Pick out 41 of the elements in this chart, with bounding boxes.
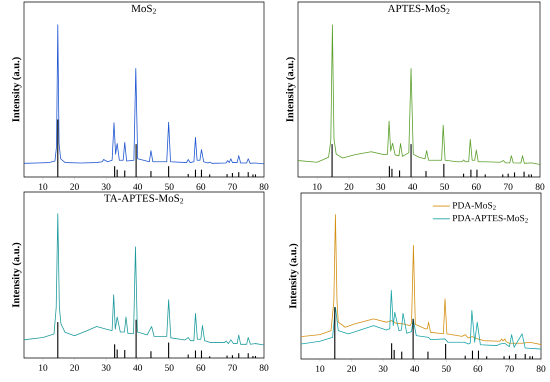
x-tick-label: 30 — [376, 184, 386, 190]
x-tick-label: 60 — [472, 184, 481, 190]
y-axis-title: Intensity (a.u.) — [288, 244, 298, 308]
x-tick-label: 50 — [442, 366, 451, 372]
x-tick-label: 50 — [165, 364, 174, 371]
x-tick-label: 80 — [536, 366, 546, 372]
x-tick-label: 70 — [504, 184, 513, 190]
chart-title: APTES-MoS$_{2}$ — [388, 4, 450, 14]
x-tick-label: 80 — [260, 364, 268, 371]
y-axis-title: Intensity (a.u.) — [12, 242, 22, 308]
x-tick-label: 70 — [228, 184, 237, 190]
x-tick-label: 60 — [474, 366, 482, 372]
x-tick-label: 50 — [165, 184, 174, 190]
legend-label: PDA-APTES-MoS$_{2}$ — [452, 214, 528, 222]
x-tick-label: 10 — [39, 364, 48, 371]
x-tick-label: 30 — [102, 364, 110, 371]
x-tick-label: 40 — [133, 184, 142, 190]
x-tick-label: 70 — [228, 364, 237, 371]
chart-title: TA-APTES-MoS$_{2}$ — [104, 194, 184, 204]
x-tick-label: 70 — [505, 366, 514, 372]
y-axis-title: Intensity (a.u.) — [12, 57, 22, 122]
legend-label: PDA-MoS$_{2}$ — [452, 202, 496, 210]
x-tick-label: 40 — [133, 364, 142, 371]
x-tick-label: 20 — [70, 184, 79, 190]
x-tick-label: 10 — [39, 184, 48, 190]
y-axis-title: Intensity (a.u.) — [286, 57, 296, 122]
x-tick-label: 80 — [260, 184, 268, 190]
x-tick-label: 60 — [196, 184, 206, 190]
x-tick-label: 20 — [70, 364, 79, 371]
x-tick-label: 30 — [378, 366, 388, 372]
x-tick-label: 10 — [313, 184, 322, 190]
x-tick-label: 20 — [347, 366, 356, 372]
x-tick-label: 30 — [102, 184, 110, 190]
chart-title: MoS$_{2}$ — [131, 4, 156, 14]
x-tick-label: 40 — [408, 184, 418, 190]
x-tick-label: 40 — [410, 366, 420, 372]
x-tick-label: 60 — [196, 364, 206, 371]
x-tick-label: 80 — [536, 184, 544, 190]
x-tick-label: 10 — [316, 366, 324, 372]
x-tick-label: 20 — [344, 184, 354, 190]
x-tick-label: 50 — [440, 184, 449, 190]
